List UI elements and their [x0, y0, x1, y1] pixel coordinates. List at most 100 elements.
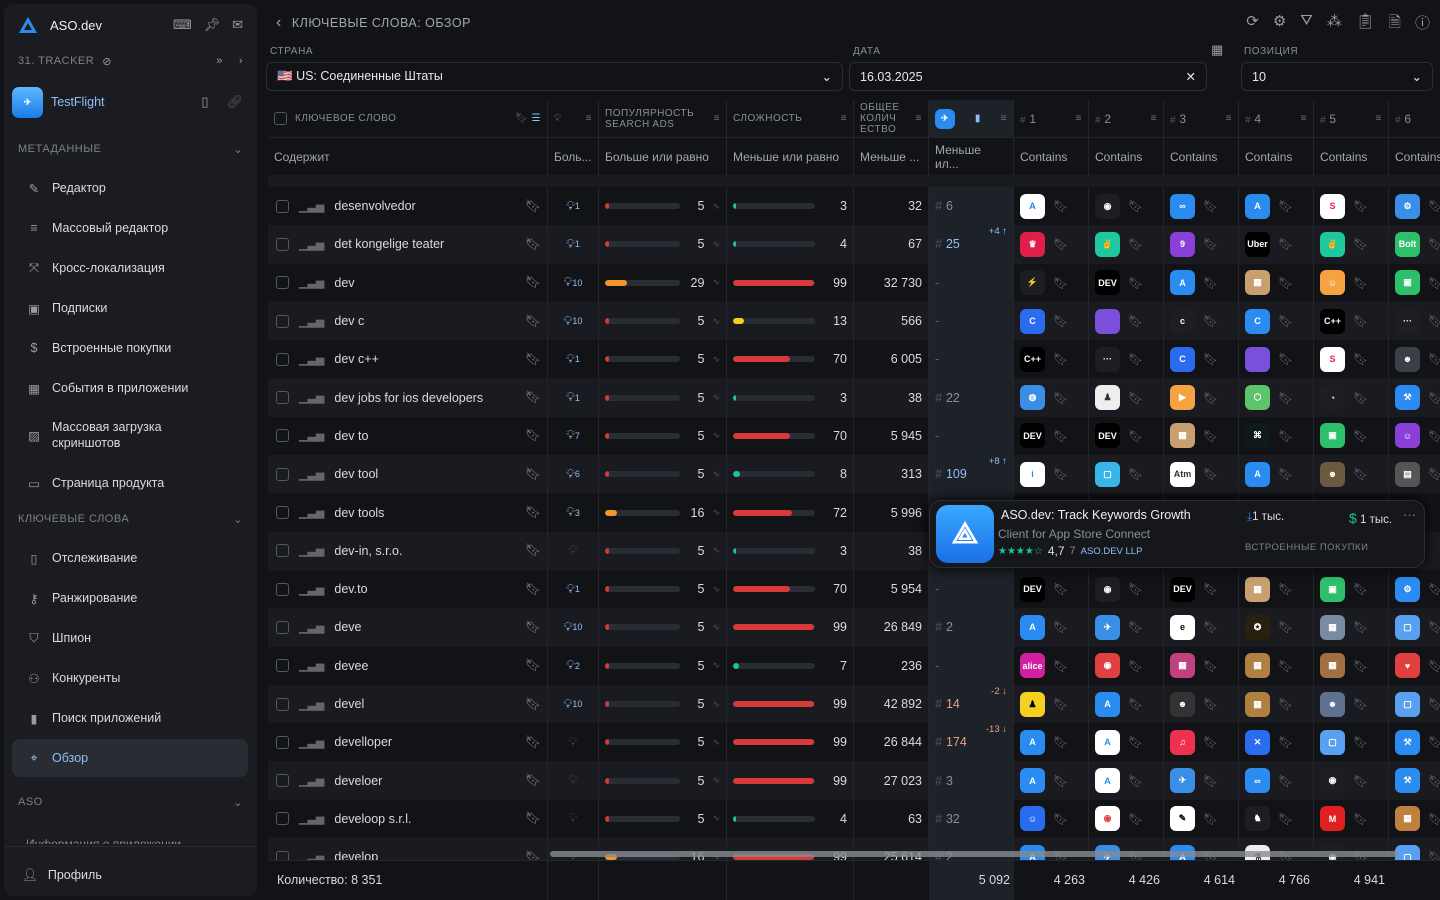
filter-rank-3[interactable]: Contains — [1164, 138, 1239, 175]
competitor-app-icon[interactable]: ▦ — [1170, 653, 1195, 679]
bulb-icon[interactable]: 💡︎ — [563, 619, 573, 634]
competitor-app-icon[interactable]: ◉ — [1095, 806, 1120, 832]
bookmark-icon[interactable]: 🔖︎ — [1053, 199, 1069, 214]
bookmark-icon[interactable]: 🔖︎ — [1428, 467, 1440, 482]
bookmark-icon[interactable]: 🔖︎ — [1128, 428, 1144, 443]
table-row[interactable]: ▁▃▅ deve 🔖︎ 💡︎ 10 5 ∿ 99 26 849 #2 A 🔖︎ ✈ 🔖︎ e 🔖︎ ✪ 🔖︎ ▦ 🔖︎… — [268, 608, 1440, 647]
sidebar-item-subscription[interactable]: ▣ Подписки — [12, 289, 248, 327]
chart-bars-icon[interactable]: ▁▃▅ — [299, 238, 325, 251]
competitor-app-icon[interactable]: ··· — [1095, 346, 1120, 372]
competitor-app-icon[interactable]: Atm — [1170, 461, 1195, 487]
bookmark-icon[interactable]: 🔖︎ — [1428, 620, 1440, 635]
bookmark-icon[interactable]: 🔖︎ — [525, 428, 541, 443]
keyword-text[interactable]: develloper — [334, 735, 393, 750]
competitor-app-icon[interactable]: Uber — [1245, 231, 1270, 257]
bulb-icon[interactable]: 💡︎ — [566, 351, 575, 366]
feedback-icon[interactable]: ⌨ — [172, 17, 192, 32]
sidebar-item-image[interactable]: ▭ Страница продукта — [12, 464, 248, 502]
sidebar-item-calendar[interactable]: ▦ События в приложении — [12, 369, 248, 407]
filter-rank[interactable]: Меньше ил... — [929, 138, 1014, 175]
menu-icon[interactable]: ≡ — [713, 113, 720, 124]
bulb-icon[interactable]: 💡︎ — [566, 198, 575, 213]
bookmark-icon[interactable]: 🔖︎ — [1353, 275, 1369, 290]
competitor-app-icon[interactable]: ▦ — [1395, 806, 1420, 832]
row-checkbox[interactable] — [276, 735, 289, 749]
table-row[interactable]: ▁▃▅ dev jobs for ios developers 🔖︎ 💡︎ 1 5 ∿ 3 38… — [268, 378, 1440, 417]
row-checkbox[interactable] — [276, 199, 289, 213]
bookmark-icon[interactable]: 🔖︎ — [1128, 275, 1144, 290]
bookmark-icon[interactable]: 🔖︎ — [1053, 658, 1069, 673]
bookmark-icon[interactable]: 🔖︎ — [1053, 620, 1069, 635]
bookmark-icon[interactable]: 🔖︎ — [1203, 620, 1219, 635]
mail-icon[interactable]: ✉ — [232, 17, 243, 32]
keyword-text[interactable]: det kongelige teater — [334, 237, 445, 252]
chart-bars-icon[interactable]: ▁▃▅ — [299, 315, 325, 328]
bulb-icon[interactable]: 💡︎ — [563, 696, 573, 711]
bookmark-icon[interactable]: 🔖︎ — [1353, 811, 1369, 826]
trend-icon[interactable]: ∿ — [712, 813, 720, 824]
competitor-app-icon[interactable]: ▶ — [1170, 385, 1195, 411]
bookmark-icon[interactable]: 🔖︎ — [1353, 658, 1369, 673]
row-checkbox[interactable] — [276, 774, 289, 788]
competitor-app-icon[interactable]: c — [1170, 308, 1195, 334]
chart-bars-icon[interactable]: ▁▃▅ — [299, 660, 325, 673]
sidebar-item-key[interactable]: ⚷ Ранжирование — [12, 579, 248, 617]
competitor-app-icon[interactable]: ⚙ — [1395, 576, 1420, 602]
filter-total[interactable]: Меньше ... — [854, 138, 929, 175]
trend-icon[interactable]: ∿ — [712, 238, 720, 249]
sidebar-item-users[interactable]: ⚇ Конкуренты — [12, 659, 248, 697]
bookmark-icon[interactable]: 🔖︎ — [525, 275, 541, 290]
competitor-app-icon[interactable]: ◍ — [1020, 385, 1045, 411]
competitor-app-icon[interactable] — [1245, 346, 1270, 372]
chart-bars-icon[interactable]: ▁▃▅ — [299, 468, 325, 481]
menu-icon[interactable]: ≡ — [585, 113, 592, 124]
competitor-app-icon[interactable]: ✌ — [1320, 231, 1345, 257]
bookmark-icon[interactable]: 🔖︎ — [1128, 773, 1144, 788]
sidebar-item-chart[interactable]: ▮ Поиск приложений — [12, 699, 248, 737]
competitor-app-icon[interactable]: ☺ — [1395, 423, 1420, 449]
competitor-app-icon[interactable]: e — [1170, 614, 1195, 640]
chevron-right-icon[interactable]: › — [238, 55, 243, 67]
bookmark-icon[interactable]: 🔖︎ — [1428, 275, 1440, 290]
profile-button[interactable]: 👤︎ Профиль — [8, 856, 244, 894]
col-popularity[interactable]: ПОПУЛЯРНОСТЬ SEARCH ADS — [605, 107, 695, 130]
bookmark-icon[interactable]: 🔖︎ — [1278, 428, 1294, 443]
trend-icon[interactable]: ∿ — [712, 507, 720, 518]
competitor-app-icon[interactable]: ♫ — [1170, 729, 1195, 755]
bookmark-icon[interactable]: 🔖︎ — [525, 236, 541, 251]
trend-icon[interactable]: ∿ — [712, 621, 720, 632]
filter-icon[interactable]: ⛛ — [1300, 12, 1313, 29]
bookmark-icon[interactable]: 🔖︎ — [1053, 275, 1069, 290]
bookmark-icon[interactable]: 🔖︎ — [1278, 735, 1294, 750]
filter-difficulty[interactable]: Меньше или равно — [727, 138, 854, 175]
competitor-app-icon[interactable]: DEV — [1020, 423, 1045, 449]
bookmark-icon[interactable]: 🔖︎ — [525, 581, 541, 596]
menu-icon[interactable]: ≡ — [1000, 113, 1007, 124]
bookmark-icon[interactable]: 🔖︎ — [525, 351, 541, 366]
keyword-text[interactable]: devel — [334, 697, 365, 711]
trend-icon[interactable]: ∿ — [712, 660, 720, 671]
competitor-app-icon[interactable]: ◉ — [1095, 576, 1120, 602]
bookmark-icon[interactable]: 🔖︎ — [1203, 697, 1219, 711]
group-icon[interactable]: ⁂ — [1326, 13, 1342, 30]
bookmark-icon[interactable]: 🔖︎ — [525, 811, 541, 826]
bookmark-icon[interactable]: 🔖︎ — [1128, 735, 1144, 750]
bookmark-icon[interactable]: 🔖︎ — [1128, 658, 1144, 673]
competitor-app-icon[interactable]: ▦ — [1170, 423, 1195, 449]
bookmark-icon[interactable]: 🔖︎ — [1278, 352, 1294, 367]
competitor-app-icon[interactable]: A — [1020, 768, 1045, 794]
bookmark-icon[interactable]: 🔖︎ — [1353, 314, 1369, 329]
filter-bulb[interactable]: Боль... — [548, 138, 599, 175]
bookmark-icon[interactable]: 🔖︎ — [1278, 582, 1294, 597]
competitor-app-icon[interactable]: ▦ — [1245, 653, 1270, 679]
competitor-app-icon[interactable]: A — [1020, 729, 1045, 755]
col-rank-4[interactable]: 4 — [1254, 111, 1262, 126]
keyword-text[interactable]: deve — [334, 620, 362, 635]
sidebar-item-shield[interactable]: ⛉ Шпион — [12, 619, 248, 657]
bulb-icon[interactable]: 💡︎ — [566, 428, 575, 443]
keyword-text[interactable]: dev c — [334, 314, 365, 329]
competitor-app-icon[interactable]: ☻ — [1320, 461, 1345, 487]
bookmark-icon[interactable]: 🔖︎ — [525, 313, 541, 328]
competitor-app-icon[interactable]: A — [1020, 193, 1045, 219]
competitor-app-icon[interactable]: ▦ — [1245, 576, 1270, 602]
